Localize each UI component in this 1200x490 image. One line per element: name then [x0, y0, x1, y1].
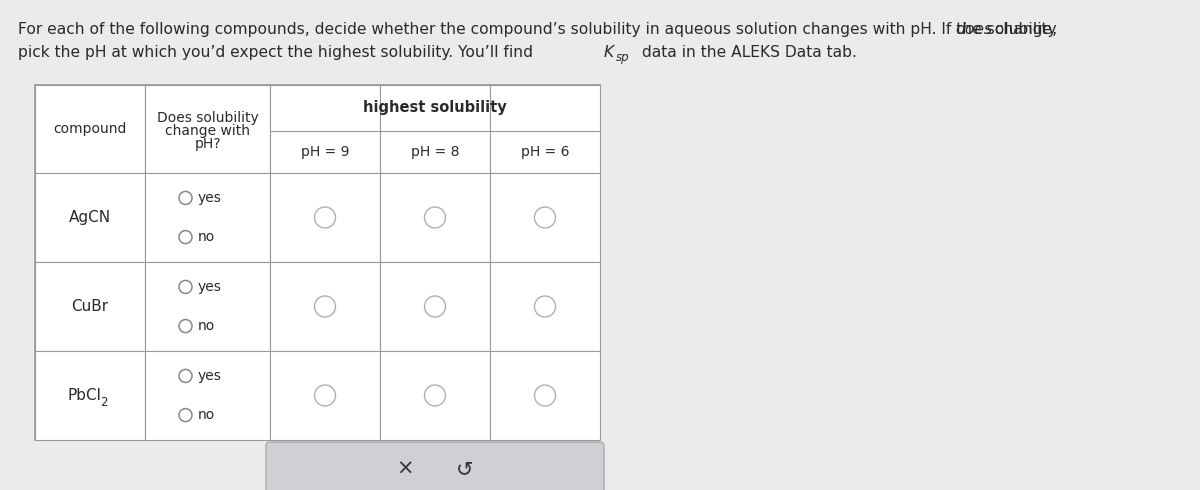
Bar — [270, 85, 380, 173]
Circle shape — [314, 207, 336, 228]
Circle shape — [314, 296, 336, 317]
Text: For each of the following compounds, decide whether the compound’s solubility in: For each of the following compounds, dec… — [18, 22, 1062, 37]
Text: pick the pH at which you’d expect the highest solubility. You’ll find: pick the pH at which you’d expect the hi… — [18, 45, 538, 60]
Circle shape — [179, 192, 192, 204]
Text: AgCN: AgCN — [68, 210, 112, 225]
Text: K: K — [604, 45, 614, 60]
Text: pH = 6: pH = 6 — [521, 145, 569, 159]
Bar — [145, 173, 270, 262]
Bar — [35, 351, 145, 440]
Text: CuBr: CuBr — [72, 299, 108, 314]
Circle shape — [179, 319, 192, 333]
Bar — [490, 262, 600, 351]
Bar — [145, 351, 270, 440]
Bar — [490, 173, 600, 262]
Text: PbCl: PbCl — [67, 388, 101, 403]
Bar — [490, 85, 600, 173]
Text: no: no — [198, 319, 215, 333]
Bar — [270, 351, 380, 440]
Bar — [380, 85, 490, 173]
Text: no: no — [198, 408, 215, 422]
Text: yes: yes — [198, 191, 221, 205]
Bar — [270, 173, 380, 262]
Bar — [380, 262, 490, 351]
Circle shape — [425, 385, 445, 406]
Bar — [145, 262, 270, 351]
Circle shape — [534, 385, 556, 406]
Text: change,: change, — [990, 22, 1057, 37]
Text: data in the ALEKS Data tab.: data in the ALEKS Data tab. — [637, 45, 857, 60]
Bar — [380, 173, 490, 262]
Text: 2: 2 — [101, 396, 108, 409]
Text: no: no — [198, 230, 215, 244]
Bar — [145, 85, 270, 173]
Circle shape — [425, 207, 445, 228]
Text: sp: sp — [616, 51, 630, 64]
Text: pH?: pH? — [194, 137, 221, 151]
Bar — [270, 262, 380, 351]
Text: Does solubility: Does solubility — [157, 111, 258, 125]
Text: pH = 9: pH = 9 — [301, 145, 349, 159]
Circle shape — [179, 231, 192, 244]
Text: does: does — [955, 22, 992, 37]
Text: pH = 8: pH = 8 — [410, 145, 460, 159]
Bar — [35, 85, 145, 173]
Bar — [35, 85, 600, 440]
Text: yes: yes — [198, 369, 221, 383]
Text: ×: × — [396, 459, 414, 479]
Bar — [35, 262, 145, 351]
Text: ↺: ↺ — [456, 459, 474, 479]
Bar — [490, 351, 600, 440]
Bar — [380, 351, 490, 440]
Circle shape — [534, 207, 556, 228]
Circle shape — [179, 280, 192, 294]
Circle shape — [534, 296, 556, 317]
Circle shape — [179, 369, 192, 382]
Circle shape — [314, 385, 336, 406]
Circle shape — [425, 296, 445, 317]
Text: change with: change with — [166, 124, 250, 138]
Text: compound: compound — [53, 122, 127, 136]
Text: highest solubility: highest solubility — [364, 100, 506, 115]
Bar — [35, 173, 145, 262]
Circle shape — [179, 409, 192, 421]
FancyBboxPatch shape — [266, 442, 604, 490]
Text: yes: yes — [198, 280, 221, 294]
